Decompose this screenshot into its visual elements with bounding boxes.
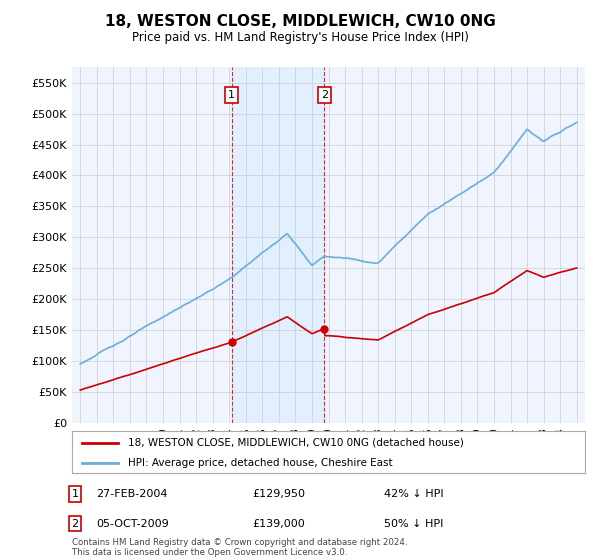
Text: 27-FEB-2004: 27-FEB-2004 (96, 489, 167, 499)
Text: 18, WESTON CLOSE, MIDDLEWICH, CW10 0NG: 18, WESTON CLOSE, MIDDLEWICH, CW10 0NG (104, 14, 496, 29)
Text: 1: 1 (228, 90, 235, 100)
Text: 05-OCT-2009: 05-OCT-2009 (96, 519, 169, 529)
Bar (232, 67, 325, 423)
Text: £139,000: £139,000 (252, 519, 305, 529)
Text: 42% ↓ HPI: 42% ↓ HPI (384, 489, 443, 499)
Text: HPI: Average price, detached house, Cheshire East: HPI: Average price, detached house, Ches… (128, 458, 393, 468)
Text: 1: 1 (71, 489, 79, 499)
Text: 2: 2 (321, 90, 328, 100)
Text: 18, WESTON CLOSE, MIDDLEWICH, CW10 0NG (detached house): 18, WESTON CLOSE, MIDDLEWICH, CW10 0NG (… (128, 438, 464, 448)
Text: Contains HM Land Registry data © Crown copyright and database right 2024.
This d: Contains HM Land Registry data © Crown c… (72, 538, 407, 557)
Text: 2: 2 (71, 519, 79, 529)
Text: 50% ↓ HPI: 50% ↓ HPI (384, 519, 443, 529)
Text: Price paid vs. HM Land Registry's House Price Index (HPI): Price paid vs. HM Land Registry's House … (131, 31, 469, 44)
Text: £129,950: £129,950 (252, 489, 305, 499)
